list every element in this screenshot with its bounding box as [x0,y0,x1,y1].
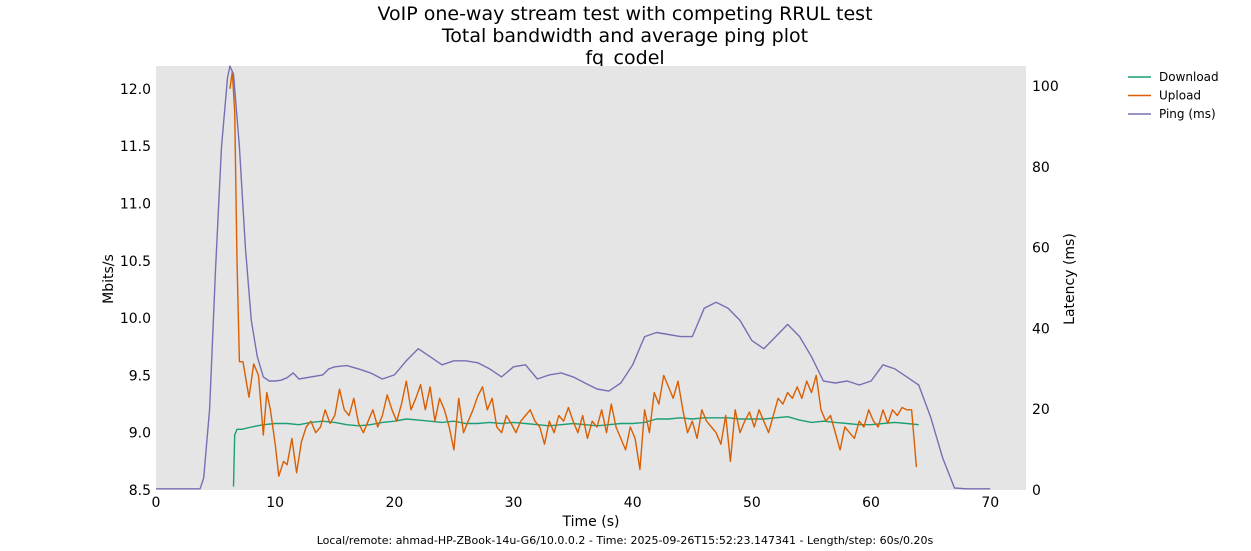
chart-title-line-1: VoIP one-way stream test with competing … [377,3,872,25]
x-tick-label: 10 [266,495,284,511]
y2-tick-label: 100 [1032,79,1059,95]
y2-tick-label: 40 [1032,321,1050,337]
y-tick-label: 12.0 [120,82,151,98]
y2-axis-ticks: 0 20 40 60 80 100 [1032,79,1059,499]
x-tick-label: 50 [743,495,761,511]
series-lines [156,65,991,490]
x-axis-ticks: 0 10 20 30 40 50 60 70 [152,495,1000,511]
y-axis-label: Mbits/s [101,254,117,304]
chart-title-line-2: Total bandwidth and average ping plot [441,25,808,47]
footer-info: Local/remote: ahmad-HP-ZBook-14u-G6/10.0… [317,534,934,547]
x-tick-label: 40 [624,495,642,511]
y-tick-label: 10.0 [120,311,151,327]
x-tick-label: 30 [505,495,523,511]
y-tick-label: 10.5 [120,254,151,270]
x-axis-label: Time (s) [562,514,620,530]
y-tick-label: 11.0 [120,197,151,213]
legend-label: Download [1159,70,1219,84]
y2-tick-label: 80 [1032,160,1050,176]
series-line-ping-ms [156,65,991,490]
chart-title-line-3: fq_codel [585,47,664,69]
y-tick-label: 11.5 [120,139,151,155]
y-axis-ticks: 8.5 9.0 9.5 10.0 10.5 11.0 11.5 12.0 [120,82,151,499]
x-tick-label: 70 [981,495,999,511]
x-tick-label: 60 [862,495,880,511]
y2-axis-label: Latency (ms) [1062,233,1078,325]
x-tick-label: 0 [152,495,161,511]
y-tick-label: 9.5 [129,368,151,384]
chart-legend: Download Upload Ping (ms) [1128,70,1219,121]
y-tick-label: 8.5 [129,483,151,499]
series-line-upload [229,71,918,477]
legend-label: Ping (ms) [1159,107,1216,121]
y2-tick-label: 0 [1032,483,1041,499]
x-tick-label: 20 [385,495,403,511]
y2-tick-label: 60 [1032,241,1050,257]
legend-label: Upload [1159,89,1201,103]
y-tick-label: 9.0 [129,426,151,442]
y2-tick-label: 20 [1032,402,1050,418]
